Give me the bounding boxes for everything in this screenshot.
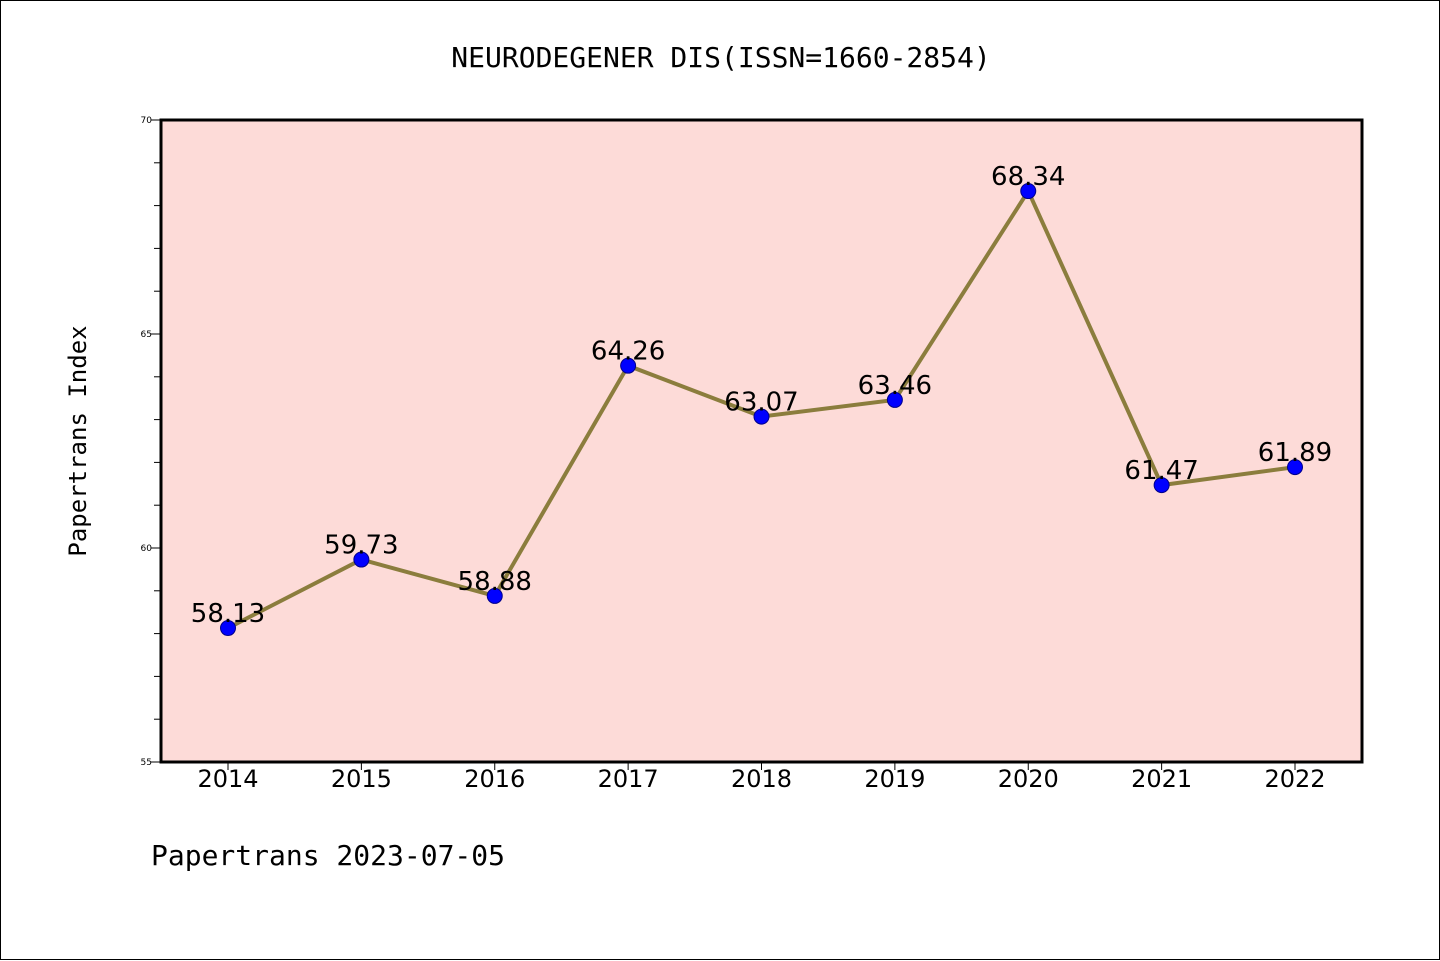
data-point [1287,459,1303,476]
plot-border [159,118,1364,764]
data-label: 64.26 [591,337,665,367]
data-label: 68.34 [991,162,1065,192]
data-point [353,551,370,568]
data-label: 59.73 [324,531,398,561]
x-tick-label: 2020 [998,765,1059,793]
data-point [486,587,503,604]
chart-title: NEURODEGENER DIS(ISSN=1660-2854) [451,41,990,74]
x-tick-label: 2021 [1131,765,1192,793]
y-tick-label: 65 [141,330,152,340]
data-point [886,391,903,408]
data-label: 61.47 [1124,456,1198,486]
x-tick-label: 2022 [1264,765,1325,793]
data-label: 61.89 [1258,438,1332,468]
data-label: 63.46 [858,371,932,401]
x-tick-label: 2018 [731,765,792,793]
x-tick-label: 2015 [331,765,392,793]
y-tick-label: 55 [141,758,152,768]
data-point [1020,183,1037,200]
data-point [753,408,770,425]
y-tick-label: 70 [141,116,153,126]
data-label: 63.07 [724,388,798,418]
data-point [620,357,637,374]
x-tick-label: 2017 [598,765,659,793]
data-point [220,620,236,637]
data-label: 58.13 [191,599,265,629]
footer-note: Papertrans 2023-07-05 [151,839,505,872]
x-tick-label: 2019 [864,765,925,793]
x-tick-label: 2014 [197,765,258,793]
y-tick-label: 60 [141,544,153,554]
x-tick-label: 2016 [464,765,525,793]
data-point [1153,477,1170,494]
y-axis-label: Papertrans Index [64,325,92,556]
plot-area [161,120,1362,762]
data-label: 58.88 [458,567,532,597]
